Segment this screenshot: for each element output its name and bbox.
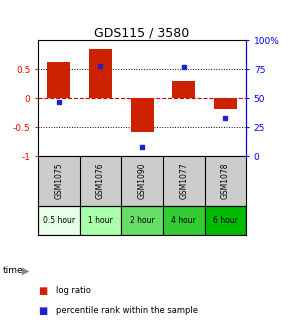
Title: GDS115 / 3580: GDS115 / 3580 — [94, 26, 190, 39]
Text: 0.5 hour: 0.5 hour — [43, 216, 75, 225]
Bar — [172, 81, 195, 98]
Text: ■: ■ — [38, 286, 47, 296]
Bar — [47, 62, 70, 98]
Bar — [205, 206, 246, 235]
Text: GSM1075: GSM1075 — [54, 163, 63, 200]
Bar — [38, 206, 80, 235]
Text: time: time — [3, 266, 23, 275]
Bar — [163, 206, 205, 235]
Bar — [121, 206, 163, 235]
Text: ▶: ▶ — [22, 265, 30, 276]
Bar — [214, 98, 237, 109]
Text: GSM1076: GSM1076 — [96, 163, 105, 200]
Text: GSM1077: GSM1077 — [179, 163, 188, 200]
Text: ■: ■ — [38, 306, 47, 316]
Bar — [89, 49, 112, 98]
Text: log ratio: log ratio — [56, 286, 91, 295]
Bar — [80, 206, 121, 235]
Text: GSM1090: GSM1090 — [138, 163, 146, 200]
Text: 6 hour: 6 hour — [213, 216, 238, 225]
Text: percentile rank within the sample: percentile rank within the sample — [56, 306, 198, 315]
Text: GSM1078: GSM1078 — [221, 163, 230, 200]
Text: 1 hour: 1 hour — [88, 216, 113, 225]
Bar — [131, 98, 154, 132]
Text: 4 hour: 4 hour — [171, 216, 196, 225]
Text: 2 hour: 2 hour — [130, 216, 154, 225]
